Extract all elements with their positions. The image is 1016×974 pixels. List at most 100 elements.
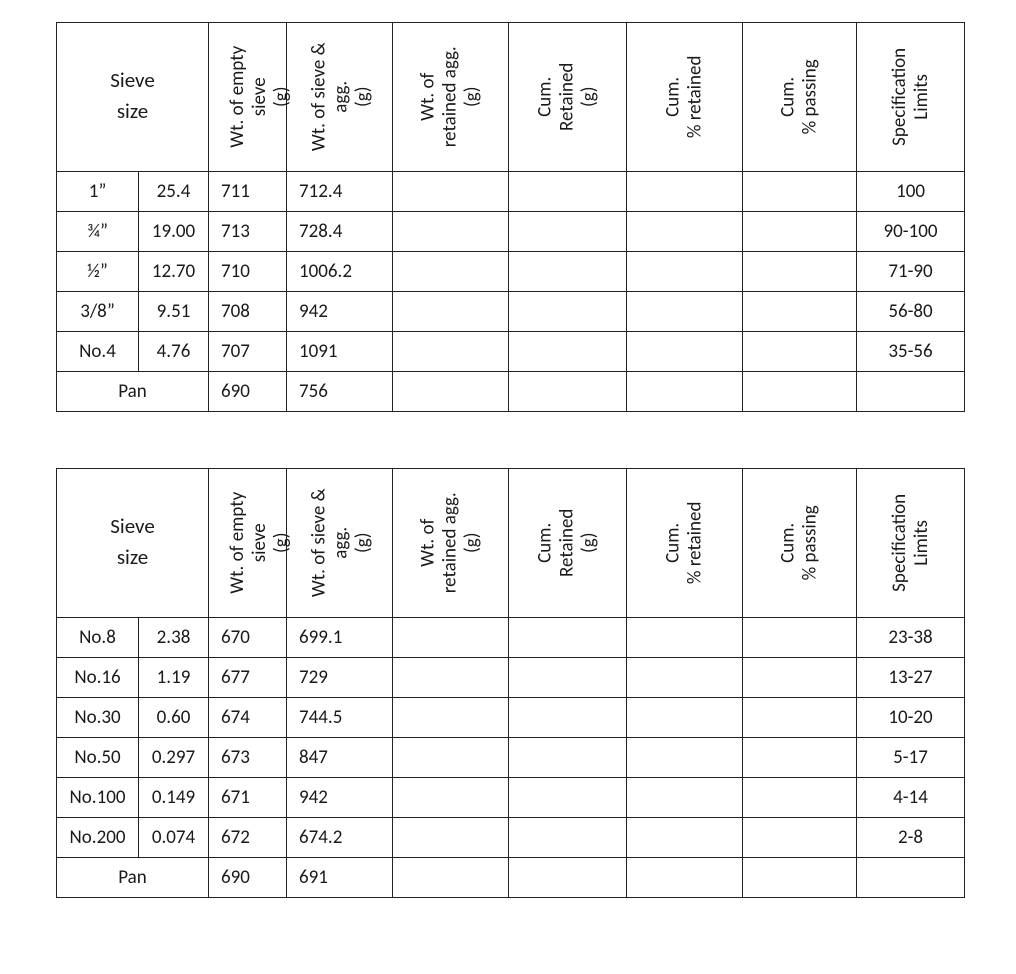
cell-sieve-name: No.8 [57, 618, 139, 658]
table-row-pan: Pan690756 [57, 372, 965, 412]
cell-wt-empty: 690 [209, 858, 287, 898]
cell-sieve-mm: 19.00 [139, 212, 209, 252]
cell-sieve-mm: 25.4 [139, 172, 209, 212]
cell-cum-pct-passing [743, 818, 857, 858]
table-row: No.2000.074672674.22-8 [57, 818, 965, 858]
col-wt-empty-label: Wt. of emptysieve(g) [227, 492, 293, 594]
col-wt-retained-label: Wt. ofretained agg.(g) [418, 46, 484, 147]
table-row: ¾”19.00713728.490-100 [57, 212, 965, 252]
cell-cum-pct-passing [743, 778, 857, 818]
cell-cum-pct-retained [627, 292, 743, 332]
cell-sieve-mm: 9.51 [139, 292, 209, 332]
col-wt-retained: Wt. ofretained agg.(g) [393, 469, 509, 618]
cell-cum-retained-g [509, 858, 627, 898]
cell-spec-limits: 56-80 [857, 292, 965, 332]
cell-sieve-mm: 1.19 [139, 658, 209, 698]
sieve-table-2: Sievesize Wt. of emptysieve(g) Wt. of si… [56, 468, 965, 898]
col-wt-sieve-agg-label: Wt. of sieve &agg.(g) [309, 488, 375, 597]
col-cum-pct-retained: Cum.% retained [627, 469, 743, 618]
cell-cum-pct-passing [743, 292, 857, 332]
col-cum-retained-g-label: Cum.Retained(g) [535, 508, 601, 576]
cell-sieve-name: ½” [57, 252, 139, 292]
cell-sieve-name: 1” [57, 172, 139, 212]
cell-wt-retained [393, 778, 509, 818]
cell-spec-limits: 4-14 [857, 778, 965, 818]
cell-cum-retained-g [509, 172, 627, 212]
cell-sieve-mm: 0.297 [139, 738, 209, 778]
cell-wt-empty: 711 [209, 172, 287, 212]
cell-cum-pct-passing [743, 858, 857, 898]
table-1-body: 1”25.4711712.4100¾”19.00713728.490-100½”… [57, 172, 965, 412]
cell-cum-pct-passing [743, 172, 857, 212]
cell-wt-sieve-agg: 942 [287, 292, 393, 332]
cell-cum-pct-passing [743, 658, 857, 698]
cell-spec-limits: 5-17 [857, 738, 965, 778]
cell-wt-sieve-agg: 756 [287, 372, 393, 412]
cell-wt-retained [393, 212, 509, 252]
table-row: ½”12.707101006.2 71-90 [57, 252, 965, 292]
cell-cum-retained-g [509, 618, 627, 658]
cell-spec-limits: 71-90 [857, 252, 965, 292]
cell-cum-pct-passing [743, 252, 857, 292]
cell-spec-limits: 35-56 [857, 332, 965, 372]
cell-cum-pct-retained [627, 778, 743, 818]
cell-cum-pct-retained [627, 818, 743, 858]
cell-wt-sieve-agg: 1006.2 [287, 252, 393, 292]
cell-cum-pct-passing [743, 212, 857, 252]
cell-cum-retained-g [509, 372, 627, 412]
cell-cum-retained-g [509, 698, 627, 738]
col-sieve-size-label: Sievesize [110, 511, 155, 574]
cell-cum-pct-retained [627, 658, 743, 698]
cell-wt-empty: 710 [209, 252, 287, 292]
cell-sieve-name: No.100 [57, 778, 139, 818]
col-cum-pct-passing-label: Cum.% passing [778, 505, 822, 580]
cell-wt-empty: 713 [209, 212, 287, 252]
cell-sieve-mm: 12.70 [139, 252, 209, 292]
cell-cum-pct-retained [627, 252, 743, 292]
table-row: No.161.1967772913-27 [57, 658, 965, 698]
cell-wt-retained [393, 698, 509, 738]
table-1-header: Sievesize Wt. of emptysieve(g) Wt. of si… [57, 23, 965, 172]
col-cum-pct-passing: Cum.% passing [743, 23, 857, 172]
cell-sieve-name: No.50 [57, 738, 139, 778]
col-cum-pct-retained-label: Cum.% retained [663, 501, 707, 584]
cell-wt-retained [393, 372, 509, 412]
cell-cum-pct-retained [627, 372, 743, 412]
cell-cum-pct-passing [743, 332, 857, 372]
col-wt-retained: Wt. ofretained agg.(g) [393, 23, 509, 172]
cell-cum-pct-retained [627, 618, 743, 658]
cell-wt-retained [393, 172, 509, 212]
col-cum-pct-passing-label: Cum.% passing [778, 59, 822, 134]
cell-sieve-mm: 0.074 [139, 818, 209, 858]
col-spec-limits: SpecificationLimits [857, 469, 965, 618]
cell-wt-sieve-agg: 728.4 [287, 212, 393, 252]
cell-sieve-mm: 2.38 [139, 618, 209, 658]
cell-wt-empty: 707 [209, 332, 287, 372]
cell-sieve-name: No.4 [57, 332, 139, 372]
col-sieve-size: Sievesize [57, 23, 209, 172]
cell-cum-retained-g [509, 778, 627, 818]
cell-cum-pct-passing [743, 618, 857, 658]
cell-wt-retained [393, 858, 509, 898]
cell-cum-pct-retained [627, 698, 743, 738]
cell-wt-empty: 690 [209, 372, 287, 412]
cell-cum-pct-retained [627, 858, 743, 898]
cell-wt-empty: 672 [209, 818, 287, 858]
cell-wt-retained [393, 658, 509, 698]
col-wt-empty: Wt. of emptysieve(g) [209, 469, 287, 618]
col-spec-limits-label: SpecificationLimits [889, 494, 933, 592]
cell-spec-limits [857, 858, 965, 898]
cell-spec-limits: 2-8 [857, 818, 965, 858]
cell-sieve-name: No.200 [57, 818, 139, 858]
cell-sieve-mm: 0.149 [139, 778, 209, 818]
cell-cum-pct-passing [743, 372, 857, 412]
col-wt-empty-label: Wt. of emptysieve(g) [227, 46, 293, 148]
cell-cum-pct-retained [627, 738, 743, 778]
cell-cum-pct-passing [743, 738, 857, 778]
cell-wt-retained [393, 252, 509, 292]
cell-wt-empty: 677 [209, 658, 287, 698]
cell-wt-sieve-agg: 1091 [287, 332, 393, 372]
cell-cum-retained-g [509, 292, 627, 332]
cell-cum-retained-g [509, 332, 627, 372]
cell-cum-retained-g [509, 252, 627, 292]
